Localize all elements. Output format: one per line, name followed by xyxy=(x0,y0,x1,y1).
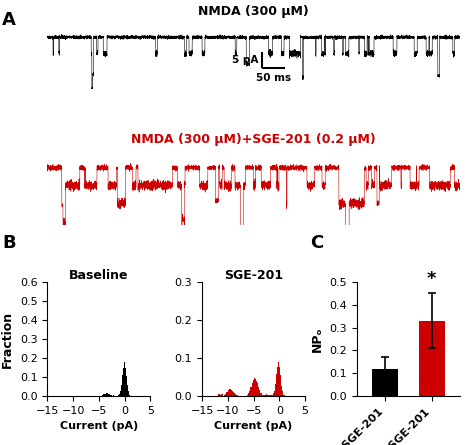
Bar xyxy=(104,393,105,396)
Text: 5 pA: 5 pA xyxy=(232,55,258,65)
Bar xyxy=(255,381,257,396)
Bar xyxy=(123,368,124,396)
Bar xyxy=(263,395,264,396)
Bar xyxy=(254,378,255,396)
Bar xyxy=(124,363,125,396)
Bar xyxy=(236,395,237,396)
Bar xyxy=(228,391,229,396)
Bar xyxy=(419,321,445,396)
Bar xyxy=(122,376,123,396)
Bar xyxy=(273,393,274,396)
Bar xyxy=(109,394,110,396)
Bar xyxy=(283,395,284,396)
Bar xyxy=(110,395,111,396)
Text: B: B xyxy=(2,234,16,251)
Bar xyxy=(232,391,233,396)
Bar xyxy=(269,395,270,396)
Bar xyxy=(234,393,235,396)
Title: NMDA (300 μM): NMDA (300 μM) xyxy=(198,5,309,18)
Title: Baseline: Baseline xyxy=(69,269,129,282)
Bar xyxy=(277,367,278,396)
Bar xyxy=(128,391,129,396)
Text: C: C xyxy=(310,234,324,251)
Bar xyxy=(118,394,119,396)
Text: *: * xyxy=(427,270,437,287)
Y-axis label: Fraction: Fraction xyxy=(1,311,14,368)
Bar xyxy=(266,394,267,396)
Bar xyxy=(265,395,266,396)
Bar xyxy=(219,395,220,396)
Text: 50 ms: 50 ms xyxy=(255,73,291,83)
Bar xyxy=(111,395,112,396)
Bar xyxy=(279,367,281,396)
Bar xyxy=(102,395,103,396)
Bar xyxy=(119,392,120,396)
Bar xyxy=(260,392,261,396)
Bar xyxy=(268,395,269,396)
Bar xyxy=(247,395,248,396)
Bar xyxy=(274,391,275,396)
Bar xyxy=(267,395,268,396)
Bar xyxy=(250,387,252,396)
Bar xyxy=(258,387,259,396)
Bar xyxy=(103,394,104,396)
Bar xyxy=(372,368,398,396)
Bar xyxy=(125,368,126,396)
Bar xyxy=(107,392,108,396)
Bar xyxy=(229,389,230,396)
Bar xyxy=(129,395,130,396)
Bar xyxy=(227,392,228,396)
Bar xyxy=(271,395,272,396)
Bar xyxy=(253,380,254,396)
Bar xyxy=(105,393,106,396)
Bar xyxy=(252,383,253,396)
Bar xyxy=(120,385,122,396)
Bar xyxy=(225,393,226,396)
Bar xyxy=(275,384,276,396)
Title: NMDA (300 μM)+SGE-201 (0.2 μM): NMDA (300 μM)+SGE-201 (0.2 μM) xyxy=(131,134,376,146)
Title: SGE-201: SGE-201 xyxy=(224,269,283,282)
Bar xyxy=(235,394,236,396)
Bar xyxy=(106,393,107,396)
Bar xyxy=(278,362,279,396)
Bar xyxy=(281,375,282,396)
Bar xyxy=(259,390,260,396)
Y-axis label: NPₒ: NPₒ xyxy=(310,326,324,352)
Bar xyxy=(282,385,283,396)
Bar xyxy=(220,394,222,396)
Bar xyxy=(262,395,263,396)
Bar xyxy=(230,389,231,396)
X-axis label: Current (pA): Current (pA) xyxy=(60,421,138,431)
Bar xyxy=(222,394,223,396)
Bar xyxy=(261,393,262,396)
Bar xyxy=(270,395,271,396)
Bar xyxy=(264,395,265,396)
Bar xyxy=(126,376,127,396)
Text: A: A xyxy=(2,11,16,29)
Bar xyxy=(127,385,128,396)
Bar xyxy=(108,394,109,396)
X-axis label: Current (pA): Current (pA) xyxy=(214,421,293,431)
Bar xyxy=(237,395,238,396)
Bar xyxy=(276,374,277,396)
Bar xyxy=(257,383,258,396)
Bar xyxy=(231,390,232,396)
Bar xyxy=(249,391,250,396)
Bar xyxy=(218,394,219,396)
Bar xyxy=(248,393,249,396)
Bar xyxy=(226,392,227,396)
Bar xyxy=(272,395,273,396)
Bar xyxy=(233,392,234,396)
Bar xyxy=(224,395,225,396)
